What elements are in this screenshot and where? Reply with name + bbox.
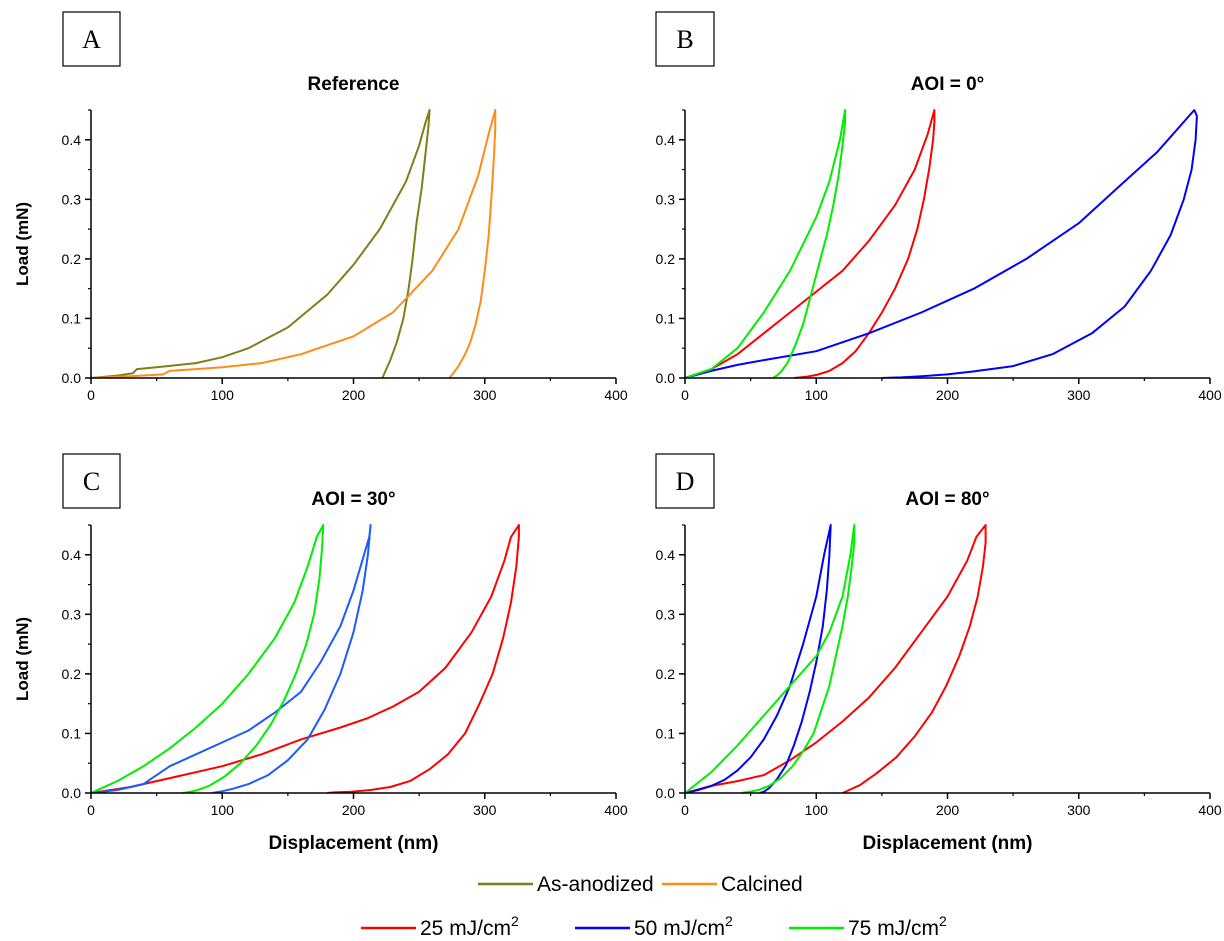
y-tick-label: 0.3 (62, 191, 82, 207)
chart-title: AOI = 30° (311, 489, 395, 510)
y-tick-label: 0.1 (62, 310, 82, 326)
legend-label: Calcined (721, 873, 803, 896)
y-tick-label: 0.2 (656, 666, 676, 682)
y-tick-label: 0.0 (656, 370, 676, 386)
legend-label-text: As-anodized (537, 873, 654, 896)
x-tick-label: 400 (604, 387, 628, 403)
panel-c: C AOI = 30° 0 100 200 300 400 0.0 0.1 0.2 0.3 0.4 Lo… (13, 453, 628, 854)
x-tick-label: 0 (87, 802, 95, 818)
legend-label: 50 mJ/cm2 (634, 913, 733, 940)
series-line (685, 524, 987, 793)
x-tick-label: 200 (936, 802, 960, 818)
legend-label: 75 mJ/cm2 (848, 913, 947, 940)
series-line (91, 109, 431, 378)
chart-title: Reference (308, 74, 400, 95)
y-tick-label: 0.0 (656, 785, 676, 801)
panel-letter: D (676, 467, 695, 496)
y-tick-label: 0.3 (62, 606, 82, 622)
y-tick-label: 0.3 (656, 191, 676, 207)
series-line (685, 524, 856, 793)
series-line (91, 524, 372, 793)
panel-letter: B (676, 25, 693, 54)
legend-label-superscript: 2 (725, 913, 733, 929)
x-tick-label: 400 (604, 802, 628, 818)
panel-letter: C (83, 467, 100, 496)
x-tick-label: 100 (805, 387, 829, 403)
x-tick-label: 300 (1067, 387, 1091, 403)
x-tick-label: 200 (342, 387, 366, 403)
panel-letter: A (82, 25, 101, 54)
series-line (685, 109, 936, 378)
series-line (91, 524, 325, 793)
y-tick-label: 0.1 (656, 310, 676, 326)
x-axis-label: Displacement (nm) (863, 833, 1033, 854)
y-tick-label: 0.4 (62, 132, 82, 148)
y-tick-label: 0.4 (656, 132, 676, 148)
x-tick-label: 0 (681, 387, 689, 403)
y-tick-label: 0.1 (62, 725, 82, 741)
series-line (685, 109, 1198, 378)
x-tick-label: 100 (211, 802, 235, 818)
x-tick-label: 100 (211, 387, 235, 403)
x-tick-label: 300 (473, 387, 497, 403)
legend-label-text: 75 mJ/cm (848, 917, 939, 940)
panel-letter-box (655, 453, 715, 509)
x-tick-label: 200 (936, 387, 960, 403)
x-tick-label: 100 (805, 802, 829, 818)
panel-a: A Reference 0 100 200 300 400 0.0 0.1 0.2 0.3 0.4 Lo… (13, 11, 628, 403)
x-axis-label: Displacement (nm) (269, 833, 439, 854)
y-tick-label: 0.2 (62, 666, 82, 682)
x-tick-label: 400 (1198, 387, 1222, 403)
panel-letter-box (62, 11, 121, 67)
series-line (685, 109, 847, 378)
panel-b: B AOI = 0° 0 100 200 300 400 0.0 0.1 0.2 0.3 0.4 (655, 11, 1222, 403)
x-tick-label: 0 (681, 802, 689, 818)
x-tick-label: 300 (1067, 802, 1091, 818)
y-tick-label: 0.4 (62, 547, 82, 563)
y-tick-label: 0.2 (656, 251, 676, 267)
legend-label-superscript: 2 (939, 913, 947, 929)
series-line (91, 524, 520, 793)
y-tick-label: 0.1 (656, 725, 676, 741)
legend-label-text: Calcined (721, 873, 803, 896)
legend-row2: 25 mJ/cm2 50 mJ/cm2 75 mJ/cm2 (361, 913, 947, 940)
x-tick-label: 400 (1198, 802, 1222, 818)
panel-letter-box (655, 11, 715, 67)
panel-d: D AOI = 80° 0 100 200 300 400 0.0 0.1 0.2 0.3 0.4 Di… (655, 453, 1222, 854)
y-tick-label: 0.0 (62, 785, 82, 801)
y-axis-label: Load (mN) (13, 202, 32, 286)
y-axis-label: Load (mN) (13, 617, 32, 701)
y-tick-label: 0.2 (62, 251, 82, 267)
legend-label: As-anodized (537, 873, 654, 896)
x-tick-label: 200 (342, 802, 366, 818)
series-line (685, 524, 832, 793)
series-line (91, 109, 497, 378)
y-tick-label: 0.0 (62, 370, 82, 386)
legend-label-superscript: 2 (511, 913, 519, 929)
legend-label: 25 mJ/cm2 (420, 913, 519, 940)
y-tick-label: 0.3 (656, 606, 676, 622)
chart-title: AOI = 0° (911, 74, 985, 95)
legend-label-text: 50 mJ/cm (634, 917, 725, 940)
y-tick-label: 0.4 (656, 547, 676, 563)
legend-label-text: 25 mJ/cm (420, 917, 511, 940)
x-tick-label: 0 (87, 387, 95, 403)
chart-title: AOI = 80° (905, 489, 989, 510)
x-tick-label: 300 (473, 802, 497, 818)
legend-row1: As-anodized Calcined (478, 873, 803, 896)
panel-letter-box (62, 453, 121, 509)
